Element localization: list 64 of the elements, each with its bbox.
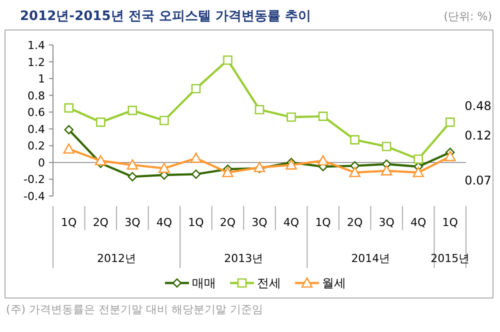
legend-label: 월세	[322, 276, 346, 290]
text: 2015년	[430, 252, 470, 265]
point	[190, 152, 202, 163]
point	[349, 166, 360, 178]
point	[95, 155, 106, 166]
y-tick-label: 0.8	[28, 89, 45, 102]
point	[160, 116, 169, 126]
x-tick-label: 2Q	[220, 216, 236, 229]
x-tick-label: 4Q	[283, 216, 300, 229]
x-tick-label: 3Q	[124, 216, 141, 229]
y-tick-label: 1.2	[28, 56, 45, 69]
point	[350, 135, 360, 144]
data-label: 0.12	[464, 128, 492, 142]
x-tick-label: 1Q	[442, 216, 458, 229]
x-tick-label: 2Q	[346, 216, 363, 229]
x-tick-label: 3Q	[252, 216, 268, 229]
legend-label: 매매	[192, 276, 216, 290]
text: (주) 가격변동률은 전분기말 대비 해당분기말 기준임	[6, 303, 264, 316]
chart-title: 2012년-2015년 전국 오피스텔 가격변동률 추이	[20, 9, 311, 24]
data-label: 0.07	[464, 174, 492, 188]
x-tick-label: 4Q	[156, 216, 172, 229]
text: 2014년	[351, 252, 390, 265]
point	[286, 159, 297, 170]
y-tick-label: 0.4	[28, 122, 45, 136]
point	[445, 118, 455, 127]
x-tick-label: 1Q	[61, 216, 78, 229]
text: 2012년	[97, 252, 136, 265]
point	[128, 106, 138, 116]
point	[223, 55, 232, 65]
point	[318, 112, 328, 121]
x-tick-label: 1Q	[188, 216, 204, 229]
point	[158, 162, 170, 173]
point	[382, 142, 392, 152]
point	[414, 154, 423, 164]
point	[444, 150, 456, 162]
point	[96, 118, 106, 127]
text: 2013년	[224, 252, 264, 265]
x-tick-label: 2Q	[92, 216, 109, 229]
x-tick-label: 1Q	[315, 216, 332, 229]
point	[126, 159, 138, 170]
point	[317, 155, 329, 166]
point	[412, 166, 424, 178]
chart-subtitle: (단위: %)	[444, 10, 492, 23]
point	[64, 125, 74, 134]
point	[380, 165, 392, 176]
point	[222, 166, 234, 178]
point	[128, 172, 138, 182]
y-tick-label: 1	[38, 72, 45, 86]
point	[64, 103, 74, 113]
y-tick-label: 1.4	[28, 39, 45, 52]
y-tick-label: -0.4	[24, 190, 45, 203]
point	[63, 143, 75, 154]
y-tick-label: -0.2	[24, 173, 45, 186]
y-tick-label: 0	[38, 156, 45, 170]
legend-label: 전세	[257, 276, 281, 290]
point	[191, 170, 201, 179]
data-label: 0.48	[464, 99, 492, 114]
y-tick-label: 0.6	[28, 106, 45, 120]
y-tick-label: 0.2	[28, 140, 45, 153]
x-tick-label: 4Q	[410, 216, 427, 229]
point	[286, 112, 296, 122]
point	[254, 104, 264, 114]
point	[191, 84, 201, 94]
x-tick-label: 3Q	[378, 216, 395, 229]
